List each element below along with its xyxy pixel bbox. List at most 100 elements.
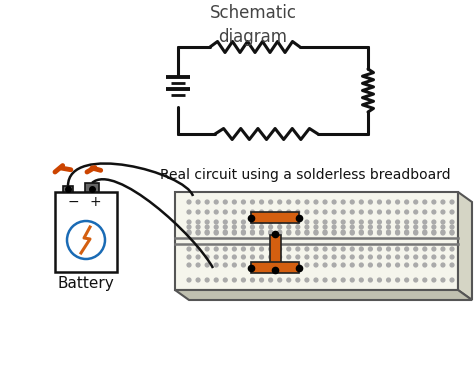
Circle shape [278, 263, 282, 267]
Circle shape [387, 200, 391, 204]
Circle shape [350, 200, 354, 204]
Circle shape [423, 220, 427, 224]
Circle shape [305, 220, 309, 224]
Polygon shape [458, 192, 472, 300]
Circle shape [405, 200, 409, 204]
Circle shape [441, 255, 445, 259]
Circle shape [251, 210, 255, 214]
Circle shape [214, 231, 218, 235]
Circle shape [441, 231, 445, 235]
Circle shape [269, 225, 273, 229]
Circle shape [341, 247, 345, 251]
Circle shape [450, 255, 454, 259]
Bar [55, 192, 117, 272]
Circle shape [278, 247, 282, 251]
Circle shape [278, 225, 282, 229]
Circle shape [396, 220, 400, 224]
Circle shape [323, 247, 327, 251]
Circle shape [232, 231, 236, 235]
Circle shape [378, 220, 382, 224]
Circle shape [287, 210, 291, 214]
Circle shape [187, 210, 191, 214]
Bar [270, 235, 281, 269]
Circle shape [242, 210, 246, 214]
Circle shape [214, 225, 218, 229]
Circle shape [378, 210, 382, 214]
Circle shape [223, 278, 227, 282]
Circle shape [423, 231, 427, 235]
Circle shape [396, 231, 400, 235]
Circle shape [423, 255, 427, 259]
Circle shape [396, 278, 400, 282]
Circle shape [214, 230, 218, 234]
Circle shape [232, 230, 236, 234]
Circle shape [350, 225, 354, 229]
Circle shape [205, 220, 209, 224]
Circle shape [214, 220, 218, 224]
Circle shape [396, 225, 400, 229]
Circle shape [332, 247, 336, 251]
Circle shape [332, 200, 336, 204]
Circle shape [260, 247, 264, 251]
Circle shape [260, 210, 264, 214]
Circle shape [396, 247, 400, 251]
Circle shape [196, 255, 200, 259]
Circle shape [332, 231, 336, 235]
Bar [251, 262, 299, 273]
Circle shape [232, 263, 236, 267]
Circle shape [296, 210, 300, 214]
Circle shape [278, 231, 282, 235]
Circle shape [314, 210, 318, 214]
Circle shape [242, 247, 246, 251]
Circle shape [223, 263, 227, 267]
Circle shape [423, 200, 427, 204]
Circle shape [260, 225, 264, 229]
Circle shape [296, 247, 300, 251]
Circle shape [314, 278, 318, 282]
Circle shape [214, 278, 218, 282]
Circle shape [378, 255, 382, 259]
Circle shape [305, 263, 309, 267]
Circle shape [251, 225, 255, 229]
Circle shape [296, 225, 300, 229]
Circle shape [296, 220, 300, 224]
Circle shape [305, 231, 309, 235]
Circle shape [441, 225, 445, 229]
Circle shape [196, 278, 200, 282]
Circle shape [187, 230, 191, 234]
Circle shape [223, 231, 227, 235]
Circle shape [251, 247, 255, 251]
Circle shape [450, 278, 454, 282]
Circle shape [314, 225, 318, 229]
Circle shape [232, 225, 236, 229]
Bar [85, 183, 99, 192]
Circle shape [378, 225, 382, 229]
Circle shape [296, 255, 300, 259]
Circle shape [187, 255, 191, 259]
Circle shape [414, 247, 418, 251]
Circle shape [287, 225, 291, 229]
Circle shape [242, 230, 246, 234]
Circle shape [305, 210, 309, 214]
Circle shape [323, 231, 327, 235]
Circle shape [287, 200, 291, 204]
Circle shape [269, 278, 273, 282]
Circle shape [296, 231, 300, 235]
Circle shape [196, 225, 200, 229]
Circle shape [205, 255, 209, 259]
Circle shape [332, 225, 336, 229]
Circle shape [287, 230, 291, 234]
Circle shape [359, 225, 363, 229]
Circle shape [350, 230, 354, 234]
Circle shape [359, 210, 363, 214]
Circle shape [432, 231, 436, 235]
Circle shape [260, 255, 264, 259]
Circle shape [414, 225, 418, 229]
Circle shape [368, 210, 372, 214]
Circle shape [341, 230, 345, 234]
Circle shape [205, 210, 209, 214]
Circle shape [441, 210, 445, 214]
Circle shape [314, 263, 318, 267]
Circle shape [368, 220, 372, 224]
Text: Schematic
diagram: Schematic diagram [210, 4, 297, 45]
